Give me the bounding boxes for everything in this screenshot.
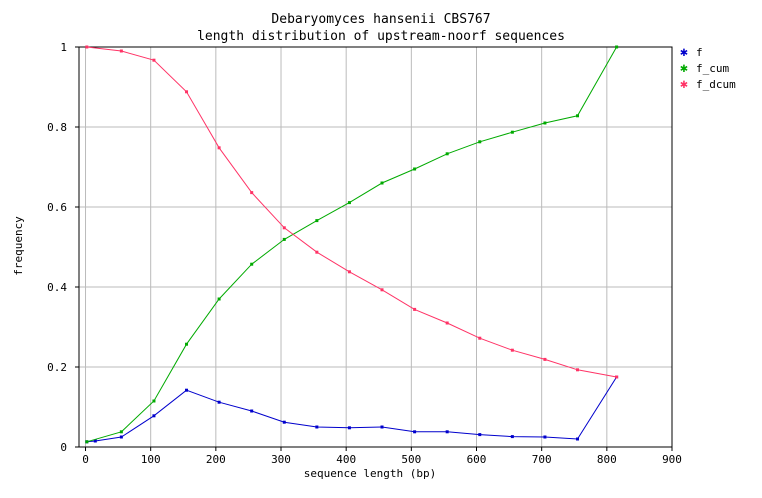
axis-ticks: 0 100 200 300 400 500 600 700 800 900 0 0.2 0.4 0.6 0.… — [47, 41, 682, 466]
series-line-f_cum — [86, 46, 618, 443]
data-point-f_cum — [510, 130, 514, 134]
x-tick-label: 100 — [141, 453, 161, 466]
legend-label-f_dcum: f_dcum — [696, 78, 736, 91]
chart-subtitle: length distribution of upstream-noorf se… — [197, 29, 565, 44]
series-line-f_dcum — [86, 46, 617, 378]
data-point-f_cum — [217, 297, 221, 301]
data-point-f_cum — [119, 430, 123, 434]
data-point-f_cum — [315, 219, 319, 223]
x-tick-label: 700 — [532, 453, 552, 466]
data-point-f_cum — [250, 262, 254, 266]
data-point-f_dcum — [85, 45, 89, 49]
legend-marker-f: ✱ — [680, 45, 688, 60]
data-point-f_dcum — [576, 368, 580, 372]
data-point-f_cum — [185, 342, 189, 346]
data-point-f — [315, 425, 319, 429]
data-point-f — [347, 426, 351, 430]
x-tick-label: 0 — [82, 453, 89, 466]
y-tick-label: 0.8 — [47, 121, 67, 134]
data-point-f_cum — [85, 440, 89, 444]
legend: ✱ f ✱ f_cum ✱ f_dcum — [680, 45, 736, 92]
data-point-f_dcum — [413, 307, 417, 311]
data-point-f_dcum — [445, 321, 449, 325]
y-tick-label: 0.4 — [47, 281, 67, 294]
data-point-f_dcum — [250, 191, 254, 195]
series-line-f — [86, 376, 618, 443]
data-point-f — [119, 435, 123, 439]
y-tick-label: 0.2 — [47, 361, 67, 374]
x-tick-label: 400 — [336, 453, 356, 466]
plot-frame — [78, 46, 673, 448]
data-point-f_cum — [413, 167, 417, 171]
data-point-f — [478, 433, 482, 437]
data-point-f_dcum — [217, 146, 221, 150]
y-tick-label: 0 — [60, 441, 67, 454]
data-point-f_dcum — [510, 348, 514, 352]
x-tick-label: 800 — [597, 453, 617, 466]
data-point-f_dcum — [543, 357, 547, 361]
data-point-f — [445, 430, 449, 434]
data-point-f_cum — [152, 399, 156, 403]
data-point-f — [152, 414, 156, 418]
x-axis-label: sequence length (bp) — [304, 467, 436, 480]
data-point-f_dcum — [185, 90, 189, 94]
series-group — [85, 45, 619, 444]
data-point-f — [413, 430, 417, 434]
data-point-f_cum — [445, 152, 449, 156]
x-tick-label: 200 — [206, 453, 226, 466]
data-point-f_cum — [543, 121, 547, 125]
x-tick-label: 900 — [662, 453, 682, 466]
data-point-f — [510, 435, 514, 439]
data-point-f_dcum — [152, 58, 156, 62]
data-point-f_dcum — [282, 226, 286, 230]
data-point-f — [93, 439, 97, 443]
data-point-f_dcum — [347, 270, 351, 274]
data-point-f_dcum — [478, 336, 482, 340]
data-point-f_dcum — [615, 375, 619, 379]
data-point-f — [576, 437, 580, 441]
legend-marker-f_dcum: ✱ — [680, 77, 688, 92]
data-point-f — [543, 435, 547, 439]
data-point-f — [185, 388, 189, 392]
y-axis-label: frequency — [12, 216, 25, 276]
data-point-f — [217, 400, 221, 404]
x-tick-label: 500 — [401, 453, 421, 466]
y-tick-label: 1 — [60, 41, 67, 54]
legend-label-f: f — [696, 46, 703, 59]
data-point-f_dcum — [315, 250, 319, 254]
data-point-f_cum — [380, 181, 384, 185]
chart-title: Debaryomyces hansenii CBS767 — [271, 12, 490, 27]
legend-marker-f_cum: ✱ — [680, 61, 688, 76]
data-point-f_cum — [615, 45, 619, 49]
data-point-f_cum — [347, 201, 351, 205]
x-tick-label: 300 — [271, 453, 291, 466]
data-point-f_cum — [478, 140, 482, 144]
data-point-f — [282, 420, 286, 424]
data-point-f_dcum — [380, 288, 384, 292]
data-point-f_cum — [282, 237, 286, 241]
data-point-f_cum — [576, 114, 580, 118]
x-tick-label: 600 — [467, 453, 487, 466]
legend-label-f_cum: f_cum — [696, 62, 729, 75]
grid — [79, 47, 672, 447]
y-tick-label: 0.6 — [47, 201, 67, 214]
data-point-f — [380, 425, 384, 429]
data-point-f — [250, 409, 254, 413]
data-point-f_dcum — [119, 49, 123, 53]
